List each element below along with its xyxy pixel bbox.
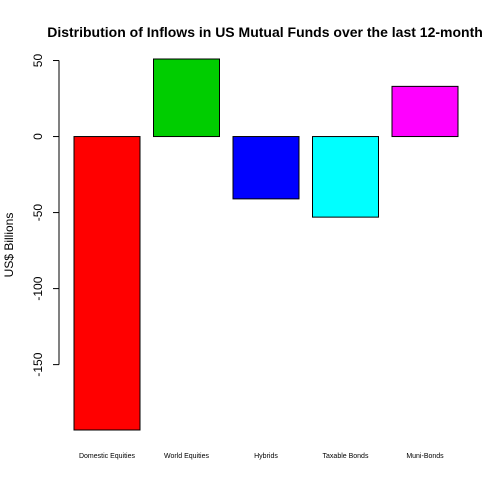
y-axis-ticks: 50 0 -50 -100 -150 xyxy=(31,54,59,377)
bars xyxy=(73,58,459,431)
y-tick-label: 50 xyxy=(31,54,45,68)
chart-title: Distribution of Inflows in US Mutual Fun… xyxy=(47,24,483,40)
x-category-label: Muni-Bonds xyxy=(406,453,444,460)
x-axis-labels: Domestic Equities World Equities Hybrids Ta… xyxy=(79,453,444,460)
x-category-label: Taxable Bonds xyxy=(323,453,369,460)
x-category-label: World Equities xyxy=(164,453,210,460)
bar-muni-bonds xyxy=(391,85,459,138)
bar-taxable-bonds xyxy=(312,136,379,218)
y-tick-label: 0 xyxy=(31,133,45,140)
y-tick-label: -50 xyxy=(31,204,45,222)
bar-world-equities xyxy=(153,58,220,138)
bar-domestic-equities xyxy=(73,136,141,431)
x-category-label: Hybrids xyxy=(254,453,278,460)
x-category-label: Domestic Equities xyxy=(79,453,136,460)
bar-hybrids xyxy=(232,136,300,200)
y-axis-label: US$ Billions xyxy=(2,213,16,278)
y-tick-label: -100 xyxy=(31,276,45,300)
y-tick-label: -150 xyxy=(31,352,45,376)
